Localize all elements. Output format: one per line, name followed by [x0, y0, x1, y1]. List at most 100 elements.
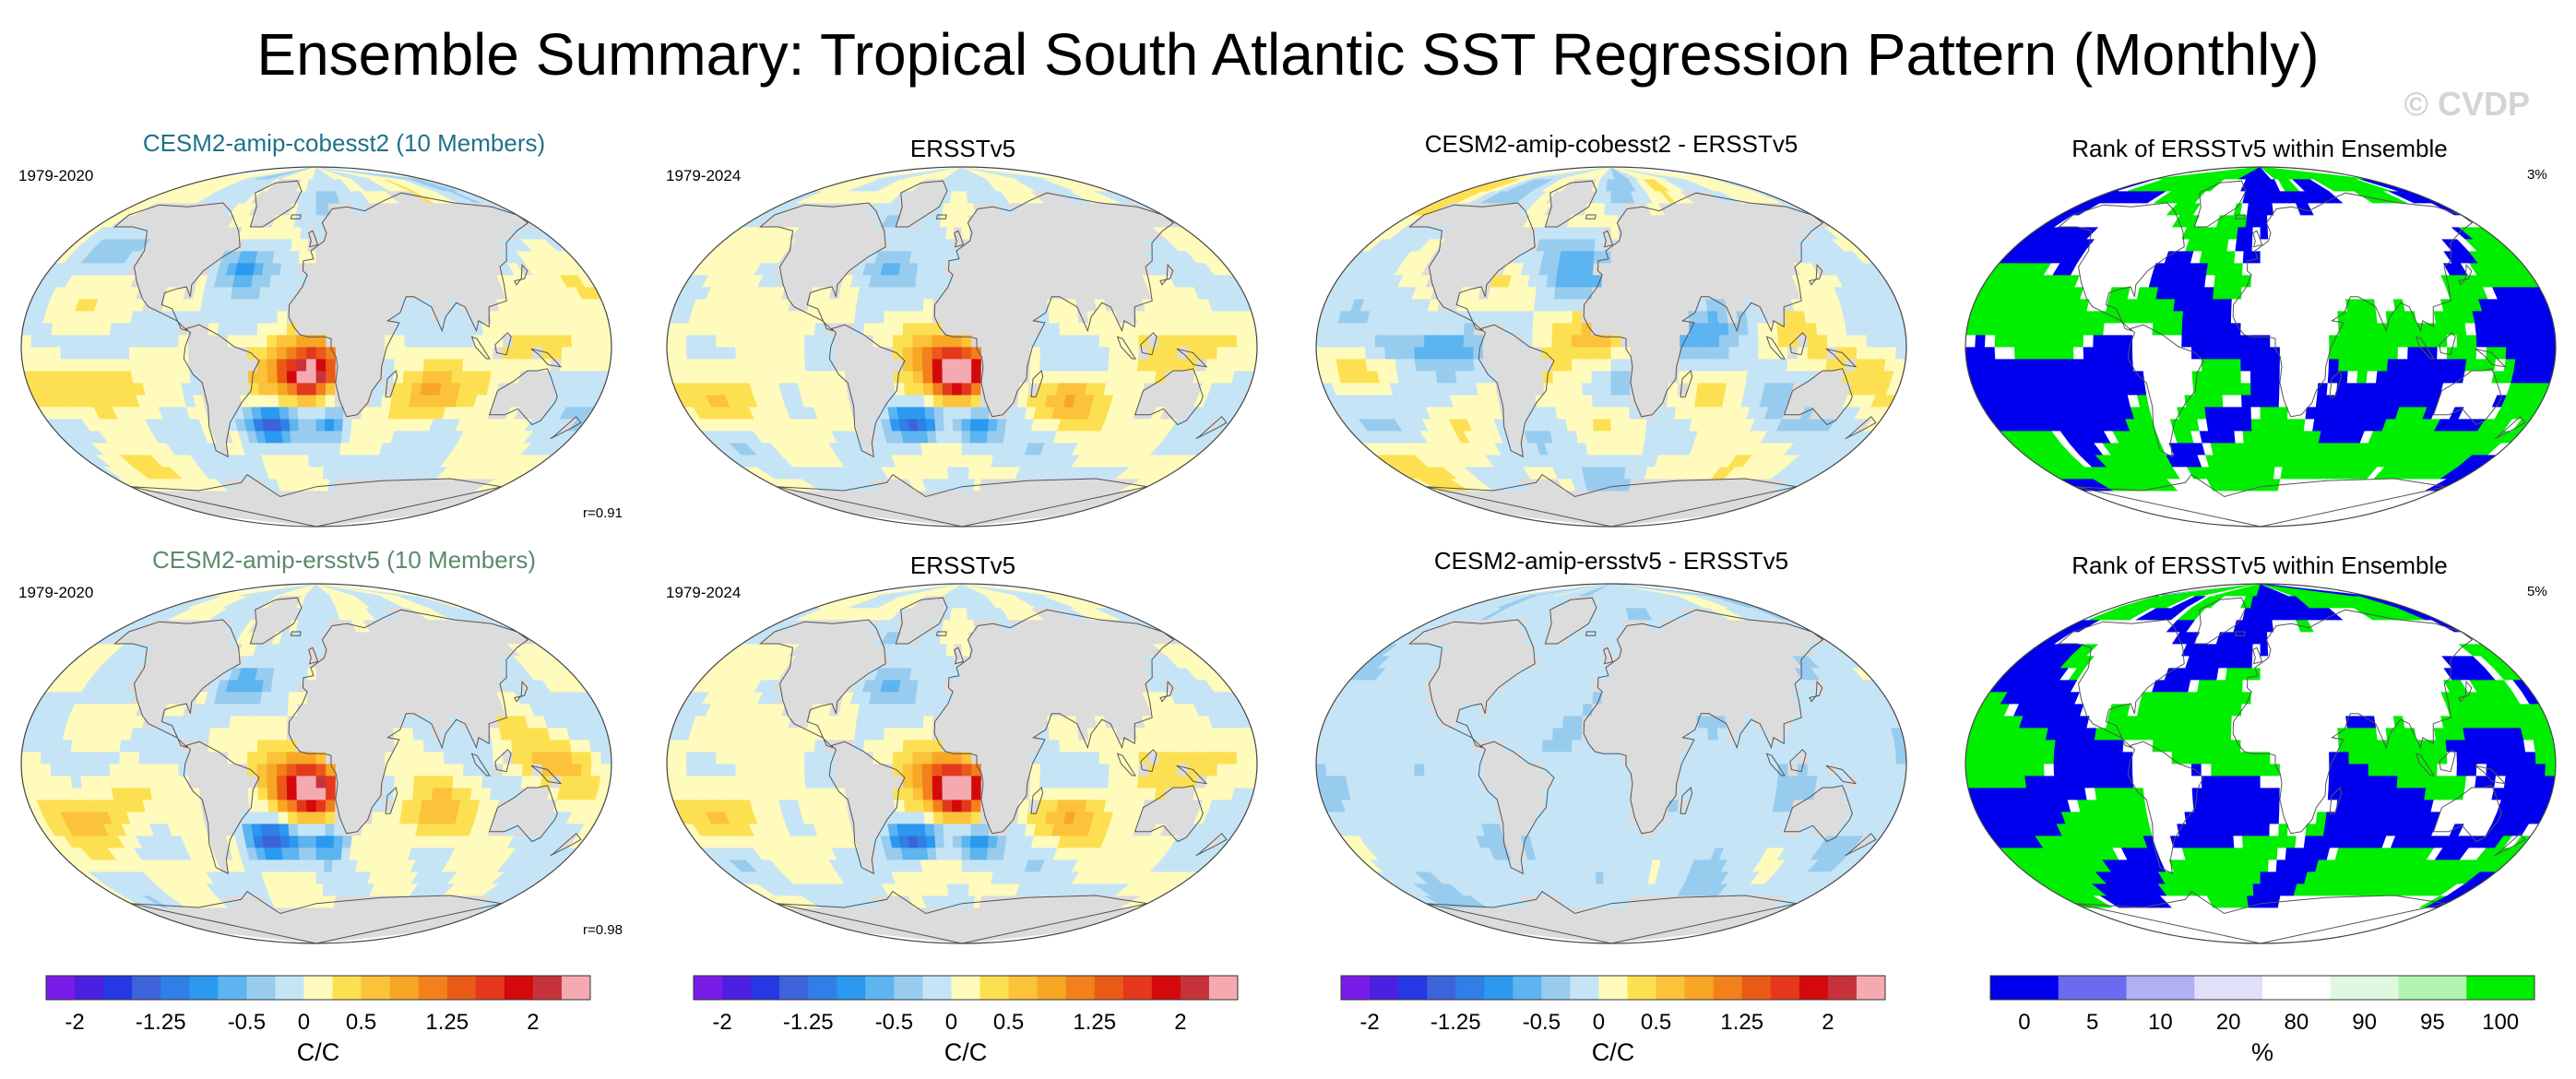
- map-grid-cell: [306, 286, 317, 300]
- map-grid-cell: [969, 262, 981, 276]
- map-grid-cell: [296, 298, 308, 312]
- map-grid-cell: [237, 334, 248, 348]
- map-grid-cell: [217, 346, 229, 360]
- map-grid-cell: [1037, 382, 1050, 396]
- map-grid-cell: [158, 334, 170, 348]
- map-grid-cell: [352, 286, 364, 300]
- map-grid-cell: [1605, 490, 1612, 504]
- map-grid-cell: [1512, 346, 1524, 360]
- map-grid-cell: [198, 310, 211, 324]
- map-grid-cell: [902, 334, 914, 348]
- map-grid-cell: [942, 370, 953, 384]
- map-grid-cell: [1777, 334, 1789, 348]
- map-grid-cell: [922, 382, 934, 396]
- map-grid-cell: [227, 358, 239, 372]
- map-grid-cell: [326, 370, 337, 384]
- map-grid-cell: [1187, 334, 1199, 348]
- map-grid-cell: [1482, 346, 1494, 360]
- map-grid-cell: [335, 346, 347, 360]
- map-grid-cell: [237, 370, 250, 384]
- map-grid-cell: [952, 274, 963, 288]
- map-grid-cell: [1581, 370, 1593, 384]
- map-grid-cell: [1433, 346, 1445, 360]
- map-grid-cell: [1815, 322, 1828, 336]
- map-grid-cell: [119, 322, 132, 336]
- map-grid-cell: [1561, 334, 1573, 348]
- map-grid-cell: [69, 346, 82, 360]
- map-grid-cell: [267, 382, 279, 396]
- map-grid-cell: [463, 346, 475, 360]
- map-grid-cell: [989, 394, 1001, 408]
- map-grid-cell: [1087, 322, 1100, 336]
- map-grid-cell: [989, 286, 1001, 300]
- map-grid-cell: [1454, 322, 1466, 336]
- map-grid-cell: [1010, 334, 1022, 348]
- map-grid-cell: [187, 346, 199, 360]
- map-grid-cell: [333, 262, 344, 276]
- map-grid-cell: [1699, 346, 1711, 360]
- map-grid-cell: [351, 274, 363, 288]
- map-grid-cell: [1591, 298, 1603, 312]
- map-grid-cell: [1636, 418, 1648, 432]
- coastline-south-america: [183, 324, 260, 458]
- map-grid-cell: [129, 322, 142, 336]
- map-grid-cell: [969, 442, 979, 456]
- map-grid-cell: [1571, 346, 1583, 360]
- map-grid-cell: [501, 358, 514, 372]
- map-grid-cell: [1601, 286, 1612, 300]
- map-grid-cell: [903, 298, 916, 312]
- map-grid-cell: [453, 346, 465, 360]
- map-grid-cell: [21, 346, 32, 360]
- map-grid-cell: [1069, 346, 1081, 360]
- coastline-iceland: [290, 214, 302, 219]
- map-grid-cell: [1010, 322, 1022, 336]
- map-grid-cell: [1591, 394, 1603, 408]
- map-grid-cell: [551, 346, 564, 360]
- map-grid-cell: [979, 274, 991, 288]
- map-grid-cell: [1737, 358, 1750, 372]
- map-grid-cell: [1098, 346, 1110, 360]
- map-grid-cell: [297, 406, 308, 420]
- map-grid-cell: [744, 346, 756, 360]
- map-border: [20, 166, 612, 528]
- map-grid-cell: [306, 274, 317, 288]
- map-grid-cell: [925, 418, 937, 432]
- map-grid-cell: [249, 394, 262, 408]
- map-grid-cell: [299, 238, 309, 252]
- map-grid-cell: [843, 358, 856, 372]
- map-grid-cell: [1345, 334, 1357, 348]
- map-grid-cell: [970, 274, 981, 288]
- map-grid-cell: [1583, 406, 1594, 420]
- map-grid-cell: [393, 370, 405, 384]
- map-grid-cell: [279, 418, 291, 432]
- map-grid-cell: [270, 418, 282, 432]
- map-grid-cell: [1707, 310, 1719, 324]
- map-grid-cell: [961, 358, 973, 372]
- map-grid-cell: [862, 346, 874, 360]
- map-grid-cell: [774, 334, 786, 348]
- map-grid-cell: [308, 454, 317, 468]
- map-grid-cell: [1533, 298, 1546, 312]
- map-grid-cell: [1856, 346, 1868, 360]
- map-grid-cell: [794, 346, 806, 360]
- map-grid-cell: [208, 370, 220, 384]
- map-grid-cell: [1049, 358, 1061, 372]
- map-grid-cell: [943, 406, 954, 420]
- map-grid-cell: [863, 310, 876, 324]
- map-grid-cell: [510, 358, 523, 372]
- map-grid-cell: [345, 358, 357, 372]
- map-grid-cell: [522, 334, 534, 348]
- map-grid-cell: [1019, 322, 1031, 336]
- map-grid-cell: [70, 358, 83, 372]
- map-grid-cell: [1502, 334, 1514, 348]
- map-grid-cell: [1620, 394, 1632, 408]
- map-grid-cell: [906, 406, 918, 420]
- map-grid-cell: [306, 394, 317, 408]
- map-grid-cell: [1573, 286, 1585, 300]
- map-grid-cell: [1009, 370, 1021, 384]
- map-grid-cell: [980, 334, 992, 348]
- map-grid-cell: [895, 394, 908, 408]
- map-grid-cell: [1206, 346, 1218, 360]
- map-grid-cell: [30, 334, 42, 348]
- map-grid-cell: [925, 262, 937, 276]
